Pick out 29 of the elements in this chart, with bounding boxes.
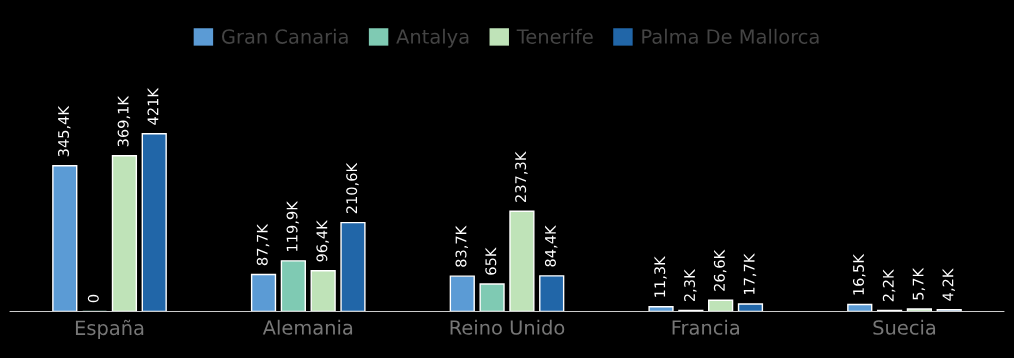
data-label: 5,7K (912, 267, 926, 300)
data-label: 84,4K (544, 225, 558, 267)
legend-label: Antalya (396, 28, 469, 48)
data-label: 345,4K (58, 105, 71, 157)
data-label: 65K (485, 247, 497, 275)
data-label: 210,6K (346, 162, 359, 214)
legend-label: Tenerife (516, 28, 593, 44)
legend-label: Gran Canaria (221, 28, 348, 44)
data-label: 83,7K (455, 225, 468, 267)
data-label: 4,2K (942, 268, 955, 301)
x-tick-label: Alemania (262, 319, 353, 335)
x-tick-label: España (75, 319, 144, 339)
x-tick-label: Francia (672, 319, 739, 335)
data-label: 369,1K (117, 95, 131, 147)
data-label: 421K (147, 87, 159, 125)
data-label: 2,3K (684, 269, 697, 302)
data-label: 119,9K (286, 200, 300, 251)
data-label: 26,6K (713, 249, 727, 291)
data-label: 17,7K (743, 253, 757, 295)
data-label: 11,3K (654, 256, 667, 297)
data-label: 87,7K (256, 223, 270, 266)
data-label: 0 (87, 294, 99, 303)
x-tick-label: Suecia (873, 319, 936, 335)
data-label: 2,2K (882, 269, 896, 302)
data-label: 237,3K (515, 151, 528, 202)
legend-label: Palma De Mallorca (642, 28, 819, 44)
data-label: 16,5K (852, 253, 866, 295)
data-label: 96,4K (316, 220, 329, 262)
x-tick-label: Reino Unido (450, 319, 565, 335)
